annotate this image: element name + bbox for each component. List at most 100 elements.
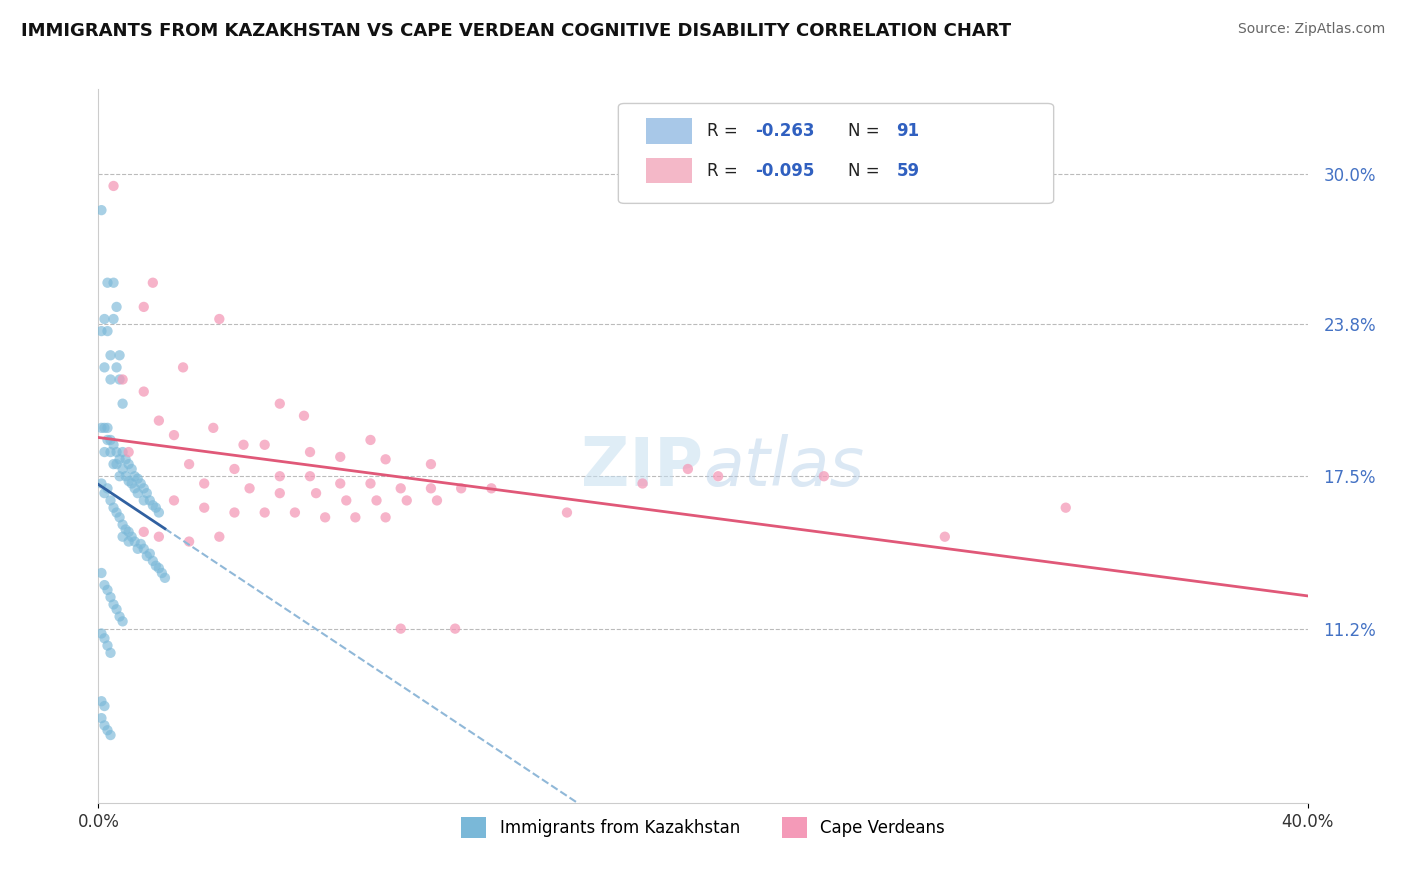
Point: [129, 537, 152, 551]
FancyBboxPatch shape: [647, 158, 692, 184]
Point: [163, 493, 186, 508]
Point: [148, 530, 170, 544]
Point: [93, 699, 115, 714]
Point: [224, 506, 246, 520]
Point: [202, 421, 225, 435]
FancyBboxPatch shape: [619, 103, 1053, 203]
Text: 59: 59: [897, 161, 920, 179]
Point: [934, 530, 956, 544]
Point: [179, 534, 201, 549]
Point: [96, 639, 118, 653]
Point: [193, 500, 215, 515]
Point: [93, 632, 115, 646]
Point: [132, 384, 155, 399]
Point: [100, 728, 122, 742]
Point: [100, 646, 122, 660]
Point: [360, 433, 382, 447]
Point: [555, 506, 578, 520]
Point: [90, 694, 112, 708]
Point: [707, 469, 730, 483]
Point: [142, 276, 165, 290]
Point: [103, 178, 125, 193]
Point: [105, 506, 128, 520]
Point: [93, 445, 115, 459]
Point: [111, 517, 134, 532]
FancyBboxPatch shape: [647, 119, 692, 145]
Point: [132, 493, 155, 508]
Point: [389, 481, 412, 495]
Point: [124, 534, 146, 549]
Point: [329, 450, 352, 464]
Text: -0.263: -0.263: [755, 122, 814, 140]
Point: [103, 457, 125, 471]
Text: R =: R =: [707, 161, 742, 179]
Point: [103, 500, 125, 515]
Point: [284, 506, 307, 520]
Point: [114, 452, 136, 467]
Point: [172, 360, 194, 375]
Point: [124, 481, 146, 495]
Point: [111, 372, 134, 386]
Point: [118, 534, 141, 549]
Point: [93, 578, 115, 592]
Point: [389, 622, 412, 636]
Point: [420, 481, 443, 495]
Point: [335, 493, 357, 508]
Point: [124, 469, 146, 483]
Point: [111, 530, 134, 544]
Point: [395, 493, 418, 508]
Point: [121, 476, 143, 491]
Point: [103, 312, 125, 326]
Point: [239, 481, 262, 495]
Point: [360, 476, 382, 491]
Point: [100, 348, 122, 362]
Point: [90, 711, 112, 725]
Point: [90, 421, 112, 435]
Point: [90, 566, 112, 580]
Point: [100, 590, 122, 604]
Point: [121, 530, 143, 544]
Point: [96, 421, 118, 435]
Point: [132, 300, 155, 314]
Point: [232, 438, 254, 452]
Point: [93, 312, 115, 326]
Point: [118, 524, 141, 539]
Point: [105, 602, 128, 616]
Point: [90, 476, 112, 491]
Point: [127, 472, 149, 486]
Point: [105, 457, 128, 471]
Point: [269, 397, 291, 411]
Point: [111, 615, 134, 629]
Point: [103, 598, 125, 612]
Point: [132, 541, 155, 556]
Point: [108, 609, 131, 624]
Point: [93, 486, 115, 500]
Point: [163, 428, 186, 442]
Text: -0.095: -0.095: [755, 161, 814, 179]
Point: [132, 524, 155, 539]
Point: [103, 438, 125, 452]
Point: [148, 414, 170, 428]
Point: [314, 510, 336, 524]
Text: IMMIGRANTS FROM KAZAKHSTAN VS CAPE VERDEAN COGNITIVE DISABILITY CORRELATION CHAR: IMMIGRANTS FROM KAZAKHSTAN VS CAPE VERDE…: [21, 22, 1011, 40]
Text: Source: ZipAtlas.com: Source: ZipAtlas.com: [1237, 22, 1385, 37]
Point: [450, 481, 472, 495]
Point: [305, 486, 328, 500]
Point: [142, 554, 165, 568]
Point: [93, 360, 115, 375]
Point: [103, 276, 125, 290]
Point: [111, 397, 134, 411]
Point: [93, 421, 115, 435]
Point: [118, 457, 141, 471]
Text: N =: N =: [848, 122, 884, 140]
Point: [108, 510, 131, 524]
Text: 91: 91: [897, 122, 920, 140]
Point: [108, 348, 131, 362]
Point: [111, 462, 134, 476]
Point: [208, 530, 231, 544]
Point: [114, 469, 136, 483]
Point: [96, 433, 118, 447]
Point: [269, 486, 291, 500]
Point: [292, 409, 315, 423]
Point: [118, 445, 141, 459]
